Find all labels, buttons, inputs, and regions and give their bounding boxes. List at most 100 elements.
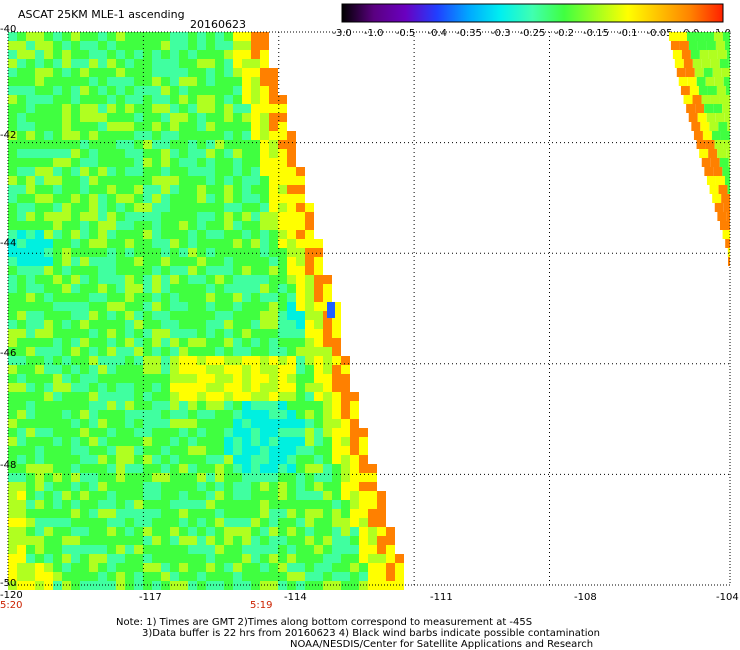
strip-cell bbox=[696, 77, 706, 86]
swath-cell bbox=[161, 284, 170, 293]
swath-cell bbox=[350, 473, 359, 482]
swath-cell bbox=[89, 131, 98, 140]
swath-cell bbox=[134, 158, 143, 167]
swath-cell bbox=[116, 221, 125, 230]
swath-cell bbox=[251, 41, 260, 50]
swath-cell bbox=[26, 32, 35, 41]
swath-cell bbox=[233, 311, 242, 320]
swath-cell bbox=[305, 212, 314, 221]
lon-label-117: -117 bbox=[139, 592, 162, 603]
swath-cell bbox=[233, 149, 242, 158]
swath-cell bbox=[323, 329, 332, 338]
strip-cell bbox=[690, 50, 700, 59]
swath-cell bbox=[80, 95, 89, 104]
swath-cell bbox=[71, 446, 80, 455]
swath-cell bbox=[98, 482, 107, 491]
swath-cell bbox=[89, 536, 98, 545]
swath-cell bbox=[197, 302, 206, 311]
swath-cell bbox=[89, 374, 98, 383]
swath-cell bbox=[197, 266, 206, 275]
swath-cell bbox=[80, 167, 89, 176]
swath-cell bbox=[98, 572, 107, 581]
swath-cell bbox=[143, 437, 152, 446]
swath-cell bbox=[287, 248, 296, 257]
swath-cell bbox=[368, 500, 377, 509]
swath-cell bbox=[107, 392, 116, 401]
swath-cell bbox=[17, 428, 26, 437]
swath-cell bbox=[305, 509, 314, 518]
swath-cell bbox=[134, 527, 143, 536]
swath-cell bbox=[53, 113, 62, 122]
swath-cell bbox=[152, 32, 161, 41]
swath-cell bbox=[53, 365, 62, 374]
swath-cell bbox=[188, 311, 197, 320]
swath-cell bbox=[269, 266, 278, 275]
swath-cell bbox=[179, 41, 188, 50]
swath-cell bbox=[161, 518, 170, 527]
swath-cell bbox=[188, 68, 197, 77]
swath-cell bbox=[143, 266, 152, 275]
swath-cell bbox=[179, 482, 188, 491]
swath-cell bbox=[53, 131, 62, 140]
swath-cell bbox=[143, 293, 152, 302]
swath-cell bbox=[260, 212, 269, 221]
colorbar-tick-label: -1.0 bbox=[364, 28, 384, 39]
swath-cell bbox=[116, 95, 125, 104]
strip-cell bbox=[699, 50, 709, 59]
swath-cell bbox=[143, 329, 152, 338]
swath-cell bbox=[98, 284, 107, 293]
swath-cell bbox=[107, 59, 116, 68]
swath-cell bbox=[8, 185, 17, 194]
swath-cell bbox=[197, 68, 206, 77]
strip-cell bbox=[668, 32, 678, 41]
swath-cell bbox=[35, 77, 44, 86]
swath-cell bbox=[17, 275, 26, 284]
swath-cell bbox=[35, 320, 44, 329]
swath-cell bbox=[251, 338, 260, 347]
swath-cell bbox=[116, 329, 125, 338]
swath-cell bbox=[287, 527, 296, 536]
swath-cell bbox=[278, 275, 287, 284]
swath-cell bbox=[8, 59, 17, 68]
swath-cell bbox=[305, 221, 314, 230]
swath-cell bbox=[80, 176, 89, 185]
swath-cell bbox=[224, 95, 233, 104]
swath-cell bbox=[125, 464, 134, 473]
swath-cell bbox=[8, 95, 17, 104]
swath-cell bbox=[278, 95, 287, 104]
swath-cell bbox=[224, 536, 233, 545]
swath-cell bbox=[278, 329, 287, 338]
swath-cell bbox=[80, 518, 89, 527]
swath-cell bbox=[26, 95, 35, 104]
swath-cell bbox=[44, 104, 53, 113]
swath-cell bbox=[107, 437, 116, 446]
swath-cell bbox=[80, 149, 89, 158]
swath-cell bbox=[314, 266, 323, 275]
swath-cell bbox=[53, 572, 62, 581]
swath-cell bbox=[89, 266, 98, 275]
swath-cell bbox=[188, 203, 197, 212]
swath-cell bbox=[341, 482, 350, 491]
swath-cell bbox=[98, 104, 107, 113]
swath-cell bbox=[125, 86, 134, 95]
swath-cell bbox=[35, 518, 44, 527]
swath-cell bbox=[287, 203, 296, 212]
swath-cell bbox=[323, 572, 332, 581]
swath-cell bbox=[53, 266, 62, 275]
swath-cell bbox=[368, 518, 377, 527]
swath-cell bbox=[116, 410, 125, 419]
swath-cell bbox=[179, 257, 188, 266]
swath-cell bbox=[98, 491, 107, 500]
swath-cell bbox=[44, 446, 53, 455]
strip-cell bbox=[722, 167, 730, 176]
swath-cell bbox=[188, 275, 197, 284]
swath-cell bbox=[197, 59, 206, 68]
swath-cell bbox=[125, 212, 134, 221]
swath-cell bbox=[215, 77, 224, 86]
swath-cell bbox=[296, 311, 305, 320]
swath-cell bbox=[125, 32, 134, 41]
swath-cell bbox=[197, 401, 206, 410]
swath-cell bbox=[71, 158, 80, 167]
swath-cell bbox=[8, 446, 17, 455]
swath-cell bbox=[251, 176, 260, 185]
